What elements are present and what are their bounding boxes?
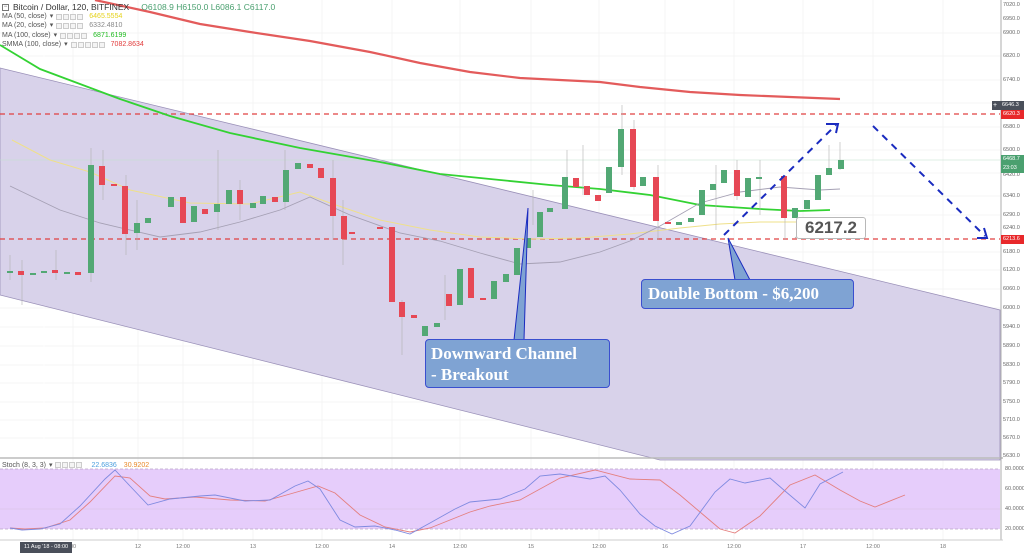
collapse-icon[interactable]: − — [2, 3, 9, 11]
indicator-row-ma50[interactable]: MA (50, close) ▾ 6465.5554 — [2, 12, 123, 20]
downward-channel — [0, 67, 1001, 461]
candles — [7, 105, 844, 355]
crosshair-price-tag: 6646.3 — [992, 101, 1024, 110]
symbol-title: Bitcoin / Dollar, 120, BITFINEX — [13, 2, 130, 12]
support-price-tag: 6213.6 — [1001, 235, 1024, 244]
countdown-tag: 23:03 — [1001, 164, 1024, 173]
indicator-row-ma20[interactable]: MA (20, close) ▾ 6332.4810 — [2, 22, 123, 30]
smma-100-line — [94, 0, 841, 101]
ohlc-values: O6108.9 H6150.0 L6086.1 C6117.0 — [141, 2, 276, 12]
ma-100-line — [0, 44, 831, 212]
crosshair-time-label: 11 Aug '18 - 08:00 — [20, 542, 73, 553]
downward-channel-callout[interactable]: Downward Channel - Breakout — [425, 339, 610, 388]
price-annotation-label[interactable]: 6217.2 — [796, 217, 866, 239]
plus-icon[interactable]: + — [993, 102, 998, 109]
stoch-k-line — [9, 469, 844, 535]
stoch-buttons[interactable] — [55, 462, 83, 468]
indicator-row-ma100[interactable]: MA (100, close) ▾ 6871.6199 — [2, 31, 127, 39]
symbol-header: − Bitcoin / Dollar, 120, BITFINEX O6108.… — [2, 2, 275, 12]
stoch-legend: Stoch (8, 3, 3) ▾ 22.6836 30.9202 — [2, 461, 150, 470]
ma-50-line — [11, 139, 841, 240]
stoch-k-value: 22.6836 — [91, 461, 117, 469]
indicator-row-smma100[interactable]: SMMA (100, close) ▾ 7082.8634 — [2, 41, 144, 49]
indicator-buttons[interactable] — [56, 13, 84, 20]
resistance-price-tag: 6620.3 — [1001, 110, 1024, 119]
projection-arrows — [723, 124, 986, 237]
indicator-buttons[interactable] — [70, 42, 105, 49]
stoch-d-line — [9, 469, 906, 534]
ma-20-line — [9, 185, 841, 265]
indicator-legend: − Bitcoin / Dollar, 120, BITFINEX O6108.… — [2, 2, 275, 50]
last-price-tag: 6468.7 — [1001, 155, 1024, 164]
indicator-buttons[interactable] — [60, 32, 88, 39]
stoch-d-value: 30.9202 — [123, 461, 150, 469]
double-bottom-callout[interactable]: Double Bottom - $6,200 — [641, 279, 854, 309]
indicator-buttons[interactable] — [56, 23, 84, 30]
